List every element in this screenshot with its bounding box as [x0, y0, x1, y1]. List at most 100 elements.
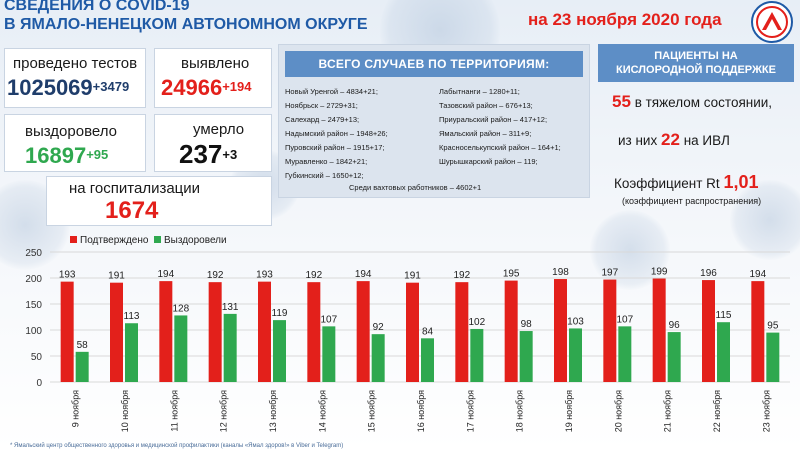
severe-text: в тяжелом состоянии, — [634, 95, 773, 110]
tests-delta: +3479 — [92, 79, 130, 94]
y-tick-label: 250 — [25, 248, 42, 259]
bar-confirmed — [110, 282, 123, 382]
data-label-recovered: 58 — [77, 340, 89, 351]
bar-recovered — [223, 313, 237, 382]
recovered-box: выздоровело 16897+95 — [4, 114, 146, 172]
ivl-line: из них 22 на ИВЛ — [618, 130, 730, 150]
severe-line: 55 в тяжелом состоянии, — [612, 92, 772, 112]
territories-heading: ВСЕГО СЛУЧАЕВ ПО ТЕРРИТОРИЯМ: — [285, 51, 583, 77]
x-tick-label: 16 ноября — [416, 390, 426, 432]
bar-recovered — [421, 338, 434, 382]
bar-confirmed — [504, 280, 518, 382]
x-tick-label: 10 ноября — [120, 390, 130, 432]
y-tick-label: 100 — [25, 326, 42, 337]
shift-workers: Среди вахтовых работников – 4602+1 — [349, 183, 482, 192]
ivl-value: 22 — [661, 130, 680, 149]
x-tick-label: 12 ноября — [219, 390, 229, 432]
emblem-logo — [751, 1, 793, 43]
data-label-confirmed: 199 — [651, 267, 668, 278]
x-tick-label: 19 ноября — [564, 390, 574, 432]
territory-item: Приуральский район – 417+12; — [439, 115, 548, 124]
bar-recovered — [322, 326, 336, 382]
territory-item: Надымский район – 1948+26; — [285, 129, 388, 138]
bar-confirmed — [652, 278, 666, 382]
data-label-recovered: 98 — [521, 319, 533, 330]
data-label-recovered: 128 — [172, 303, 189, 314]
bar-recovered — [569, 328, 582, 382]
bar-recovered — [75, 351, 89, 382]
x-tick-label: 20 ноября — [613, 390, 623, 432]
bar-confirmed — [406, 282, 419, 382]
hosp-value: 1674 — [105, 197, 159, 224]
bar-confirmed — [603, 279, 617, 382]
legend-label: Подтверждено — [80, 235, 149, 246]
ivl-text: на ИВЛ — [683, 133, 730, 148]
bar-recovered — [766, 332, 780, 382]
territory-item: Пуровский район – 1915+17; — [285, 143, 385, 152]
data-label-recovered: 113 — [124, 311, 140, 322]
bar-confirmed — [455, 282, 469, 382]
x-tick-label: 18 ноября — [515, 390, 525, 432]
report-date: на 23 ноября 2020 года — [528, 10, 722, 29]
tests-box: проведено тестов 1025069+3479 — [4, 48, 146, 108]
bar-recovered — [519, 331, 533, 382]
data-label-recovered: 107 — [320, 314, 337, 325]
data-label-recovered: 84 — [422, 326, 434, 337]
y-tick-label: 50 — [31, 352, 43, 363]
data-label-recovered: 107 — [616, 314, 633, 325]
detected-value: 24966+194 — [161, 75, 251, 101]
territory-item: Муравленко – 1842+21; — [285, 157, 368, 166]
recovered-label: выздоровело — [25, 123, 117, 140]
data-label-confirmed: 192 — [305, 270, 322, 281]
detected-label: выявлено — [181, 55, 250, 72]
bar-recovered — [273, 320, 286, 382]
recovered-value: 16897+95 — [25, 143, 108, 169]
data-label-confirmed: 191 — [404, 271, 421, 282]
oxygen-heading-line-1: ПАЦИЕНТЫ НА — [654, 50, 738, 62]
bar-recovered — [717, 322, 730, 382]
territory-item: Ноябрьск – 2729+31; — [285, 101, 358, 110]
footer-note: * Ямальский центр общественного здоровья… — [10, 443, 344, 449]
rt-line: Коэффициент Rt 1,01 — [614, 172, 759, 193]
bar-recovered — [667, 332, 681, 382]
bar-recovered — [470, 328, 484, 382]
bar-chart: 0 50 100 150 200 250 193 58 9 ноября 191 113 10 ноя… — [25, 235, 790, 432]
territory-item: Ямальский район – 311+9; — [439, 129, 532, 138]
data-label-recovered: 95 — [767, 321, 779, 332]
territory-item: Красноселькупский район – 164+1; — [439, 143, 561, 152]
data-label-recovered: 131 — [222, 302, 239, 313]
data-label-confirmed: 197 — [601, 268, 618, 279]
rt-label: Коэффициент Rt — [614, 176, 720, 191]
bar-confirmed — [208, 282, 222, 382]
data-label-confirmed: 194 — [157, 269, 174, 280]
x-tick-label: 14 ноября — [317, 390, 327, 432]
ivl-prefix: из них — [618, 133, 658, 148]
y-tick-label: 0 — [36, 378, 42, 389]
x-tick-label: 11 ноября — [169, 390, 179, 432]
territory-item: Новый Уренгой – 4834+21; — [285, 87, 378, 96]
legend-swatch — [154, 236, 161, 243]
data-label-confirmed: 192 — [453, 270, 470, 281]
tests-number: 1025069 — [7, 75, 93, 100]
died-number: 237 — [179, 139, 223, 169]
severe-value: 55 — [612, 92, 631, 111]
x-tick-label: 15 ноября — [367, 390, 377, 432]
x-tick-label: 23 ноября — [761, 390, 771, 432]
title-line-1: СВЕДЕНИЯ О COVID-19 — [4, 0, 190, 14]
x-tick-label: 17 ноября — [465, 390, 475, 432]
territory-item: Салехард – 2479+13; — [285, 115, 360, 124]
bar-confirmed — [356, 281, 370, 382]
data-label-confirmed: 194 — [749, 269, 766, 280]
data-label-confirmed: 198 — [552, 267, 569, 278]
detected-number: 24966 — [161, 75, 223, 100]
tests-label: проведено тестов — [13, 55, 138, 72]
oxygen-heading: ПАЦИЕНТЫ НА КИСЛОРОДНОЙ ПОДДЕРЖКЕ — [598, 44, 794, 82]
territory-item: Тазовский район – 676+13; — [439, 101, 533, 110]
data-label-recovered: 103 — [567, 316, 584, 327]
legend-swatch — [70, 236, 77, 243]
bar-recovered — [371, 334, 385, 382]
died-label: умерло — [193, 121, 245, 138]
virus-decoration — [730, 180, 800, 260]
y-tick-label: 150 — [25, 300, 42, 311]
data-label-confirmed: 196 — [700, 268, 717, 279]
